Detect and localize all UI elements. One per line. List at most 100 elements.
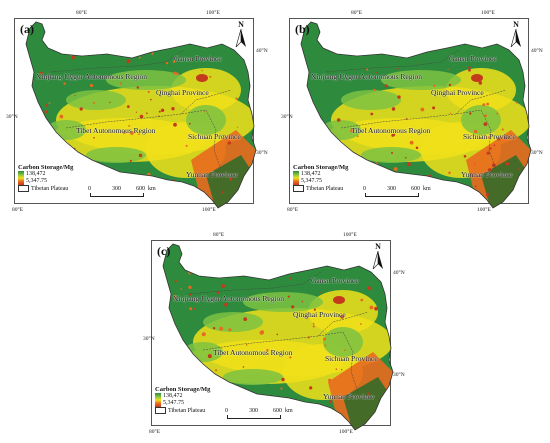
scale-bar: 0 300 600 km — [363, 186, 443, 200]
region-label-xinjiang: Xinjiang Uygur Autonomous Region — [173, 294, 285, 303]
region-label-sichuan: Sichuan Province — [188, 132, 241, 141]
low-storage-spot — [185, 144, 188, 147]
low-storage-spot — [227, 141, 231, 145]
low-storage-spot — [74, 95, 76, 97]
low-storage-spot — [504, 136, 508, 140]
north-arrow: N — [509, 20, 523, 52]
low-storage-spot — [333, 296, 345, 304]
low-storage-spot — [340, 369, 343, 371]
north-label: N — [375, 242, 381, 251]
map-panel-a: (a) 80°E 100°E 80°E 100°E 30°N 40°N 30°N Xinjian… — [6, 10, 269, 215]
legend-title: Carbon Storage/Mg — [18, 164, 74, 171]
low-storage-spot — [491, 163, 496, 168]
province-boundary — [50, 49, 185, 73]
low-storage-spot — [209, 75, 212, 78]
mid-high-storage-area — [341, 90, 401, 110]
low-storage-spot — [259, 331, 264, 335]
longitude-tick: 100°E — [206, 10, 220, 16]
scale-label: 300 — [249, 408, 258, 414]
low-storage-spot — [189, 307, 193, 311]
mid-high-storage-area — [381, 70, 461, 90]
mid-high-storage-area — [186, 105, 226, 135]
low-storage-spot — [236, 126, 239, 128]
low-storage-spot — [79, 107, 83, 111]
region-label-sichuan: Sichuan Province — [463, 132, 516, 141]
scale-unit: km — [285, 408, 293, 414]
low-storage-spot — [196, 74, 208, 82]
legend-ramp-row: 138,472 5,347.75 — [293, 171, 348, 185]
low-storage-spot — [484, 114, 487, 118]
low-storage-spot — [482, 103, 486, 107]
low-storage-spot — [221, 191, 224, 194]
latitude-tick: 30°N — [531, 150, 543, 156]
low-storage-spot — [77, 128, 79, 131]
low-storage-spot — [333, 149, 336, 152]
legend-ramp-row: 138,472 5,347.75 — [155, 393, 210, 407]
low-storage-spot — [367, 392, 370, 395]
region-label-gansu: Gansu Province — [449, 54, 497, 63]
low-storage-spot — [369, 305, 374, 310]
legend-title: Carbon Storage/Mg — [293, 164, 349, 171]
low-storage-spot — [129, 131, 134, 135]
region-label-xinjiang: Xinjiang Uygur Autonomous Region — [36, 72, 148, 81]
low-storage-spot — [393, 133, 396, 136]
low-storage-spot — [468, 68, 471, 72]
low-storage-spot — [360, 298, 364, 302]
low-storage-spot — [312, 322, 315, 325]
panel-letter: (a) — [20, 22, 34, 36]
legend: Carbon Storage/Mg 138,472 5,347.75 Tibetan … — [155, 386, 210, 415]
low-storage-spot — [313, 308, 316, 311]
legend-low-value: 5,347.75 — [163, 400, 184, 406]
low-storage-spot — [130, 179, 134, 183]
scale-label: 0 — [88, 186, 91, 192]
low-storage-spot — [447, 68, 449, 70]
longitude-tick: 100°E — [481, 10, 495, 16]
longitude-tick: 100°E — [343, 232, 357, 238]
scale-label: 600 — [411, 186, 420, 192]
forest-area — [206, 155, 251, 208]
low-storage-spot — [487, 168, 492, 172]
low-storage-spot — [323, 337, 327, 341]
latitude-tick: 40°N — [393, 270, 405, 276]
boundary-swatch — [155, 407, 166, 414]
boundary-swatch — [293, 185, 304, 192]
map-panel-b: (b) 80°E 100°E 80°E 100°E 30°N 40°N 30°N Xinjian… — [281, 10, 544, 215]
latitude-tick: 40°N — [256, 48, 268, 54]
province-boundary — [187, 271, 322, 295]
low-storage-spot — [219, 326, 223, 331]
low-storage-spot — [196, 417, 200, 421]
panel-letter: (c) — [157, 244, 171, 258]
low-storage-spot — [242, 366, 245, 368]
low-storage-spot — [91, 163, 95, 167]
latitude-tick: 40°N — [531, 48, 543, 54]
carbon-storage-map — [300, 21, 532, 209]
north-arrow-icon — [372, 250, 383, 271]
low-storage-spot — [138, 133, 140, 135]
legend-low-value: 5,347.75 — [301, 178, 322, 184]
low-storage-spot — [349, 51, 352, 54]
low-storage-spot — [122, 131, 126, 134]
low-storage-spot — [129, 159, 132, 162]
low-storage-spot — [376, 71, 378, 74]
panel-letter: (b) — [295, 22, 310, 36]
low-storage-spot — [135, 111, 137, 113]
region-label-gansu: Gansu Province — [174, 54, 222, 63]
low-storage-spot — [288, 400, 293, 405]
province-boundary — [65, 109, 207, 129]
low-storage-spot — [474, 185, 477, 188]
legend-high-value: 138,472 — [26, 171, 46, 177]
latitude-tick: 30°N — [281, 114, 293, 120]
low-storage-spot — [496, 137, 501, 141]
low-storage-spot — [138, 153, 143, 158]
low-storage-spot — [309, 386, 313, 390]
low-storage-spot — [223, 134, 225, 136]
low-storage-spot — [472, 162, 477, 166]
low-storage-spot — [173, 295, 177, 299]
north-arrow: N — [371, 242, 385, 274]
low-storage-spot — [468, 173, 473, 177]
boundary-swatch — [18, 185, 29, 192]
low-storage-spot — [180, 288, 182, 290]
longitude-tick: 100°E — [477, 207, 491, 213]
scale-label: 300 — [387, 186, 396, 192]
low-storage-spot — [328, 400, 332, 404]
